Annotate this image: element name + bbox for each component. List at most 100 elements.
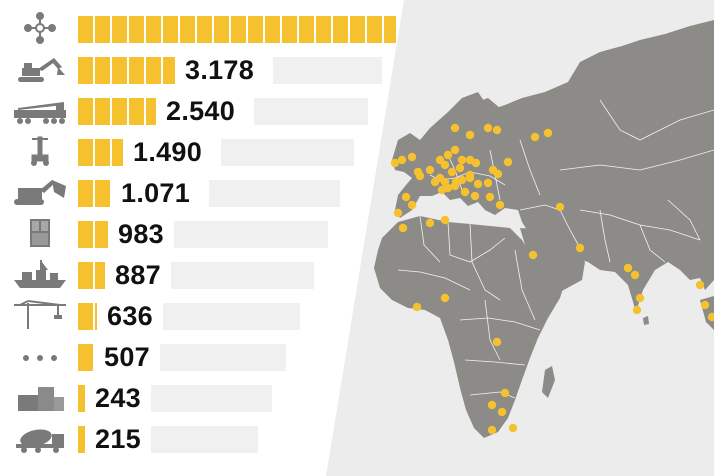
location-marker — [397, 155, 407, 165]
madagascar-landmass — [542, 366, 555, 398]
country-border — [639, 224, 666, 263]
country-border — [559, 209, 581, 249]
country-borders — [397, 99, 714, 399]
country-border — [397, 269, 471, 291]
land-masses — [374, 20, 714, 438]
location-marker — [407, 200, 417, 210]
bar-row: 636 — [0, 295, 400, 336]
bar-fill — [78, 385, 85, 412]
location-marker — [707, 312, 714, 322]
country-border — [419, 215, 441, 263]
location-marker — [450, 145, 460, 155]
location-marker — [555, 202, 565, 212]
location-marker — [528, 250, 538, 260]
network-icon — [24, 12, 56, 44]
arabia-landmass — [520, 228, 585, 292]
country-border — [464, 359, 526, 366]
location-marker — [508, 423, 518, 433]
location-marker — [635, 293, 645, 303]
dots-icon — [23, 355, 57, 361]
bar-row: 1.490 — [0, 131, 400, 172]
bar-row: 3.178 — [0, 49, 400, 90]
location-marker — [412, 302, 422, 312]
location-marker — [450, 181, 460, 191]
drilling-rig-icon — [31, 136, 49, 166]
scandinavia-landmass — [440, 98, 500, 152]
bar-row: 1.071 — [0, 172, 400, 213]
tower-crane-icon — [14, 300, 66, 329]
location-marker — [470, 191, 480, 201]
bar-fill — [78, 57, 175, 84]
country-border — [519, 139, 541, 196]
bar-fill — [78, 180, 111, 207]
bar-row: 215 — [0, 418, 400, 459]
mining-excavator-icon — [14, 180, 66, 205]
bar-value: 887 — [115, 260, 161, 290]
bar-fill — [78, 98, 156, 125]
island-landmass — [643, 316, 649, 325]
bar-value: 636 — [107, 301, 153, 331]
location-marker — [460, 187, 470, 197]
location-marker — [471, 158, 481, 168]
country-border — [469, 223, 501, 301]
bar-row: 2.540 — [0, 90, 400, 131]
location-marker — [543, 128, 553, 138]
location-markers — [390, 123, 714, 435]
bar-track — [151, 385, 272, 412]
bar-fill — [78, 16, 396, 43]
location-marker — [503, 157, 513, 167]
location-marker — [390, 158, 400, 168]
location-marker — [495, 200, 505, 210]
buildings-icon — [18, 387, 64, 411]
country-border — [459, 317, 541, 331]
location-marker — [630, 270, 640, 280]
location-marker — [623, 263, 633, 273]
excavator-icon — [18, 58, 65, 82]
country-border — [484, 299, 501, 361]
location-marker — [455, 163, 465, 173]
location-marker — [440, 215, 450, 225]
location-marker — [473, 179, 483, 189]
bar-value: 2.540 — [166, 96, 236, 126]
bar-row: 887 — [0, 254, 400, 295]
location-marker — [401, 192, 411, 202]
location-marker — [487, 400, 497, 410]
eurasia-landmass — [392, 20, 714, 312]
bar-row: 983 — [0, 213, 400, 254]
mobile-crane-icon — [14, 102, 66, 124]
bar-row: 243 — [0, 377, 400, 418]
location-marker — [447, 167, 457, 177]
location-marker — [497, 407, 507, 417]
africa-landmass — [374, 216, 565, 438]
bar-value: 3.178 — [185, 55, 255, 85]
bar-fill — [78, 139, 123, 166]
bar-track — [160, 344, 286, 371]
location-marker — [530, 132, 540, 142]
location-marker — [465, 130, 475, 140]
location-marker — [430, 177, 440, 187]
country-border — [559, 149, 714, 171]
location-marker — [407, 152, 417, 162]
refrigerator-icon — [30, 219, 50, 247]
bar-value: 215 — [95, 424, 141, 454]
bar-row — [0, 8, 400, 49]
location-marker — [425, 165, 435, 175]
location-marker — [632, 305, 642, 315]
location-marker — [393, 208, 403, 218]
country-border — [519, 204, 561, 211]
bar-fill — [78, 426, 85, 453]
location-marker — [457, 155, 467, 165]
bar-track — [221, 139, 354, 166]
location-marker — [425, 218, 435, 228]
bar-value: 243 — [95, 383, 141, 413]
bar-track — [273, 57, 382, 84]
bar-fill — [78, 221, 108, 248]
location-marker — [700, 300, 710, 310]
location-marker — [443, 150, 453, 160]
location-marker — [415, 171, 425, 181]
location-marker — [398, 223, 408, 233]
location-marker — [493, 169, 503, 179]
location-marker — [483, 178, 493, 188]
location-marker — [450, 123, 460, 133]
